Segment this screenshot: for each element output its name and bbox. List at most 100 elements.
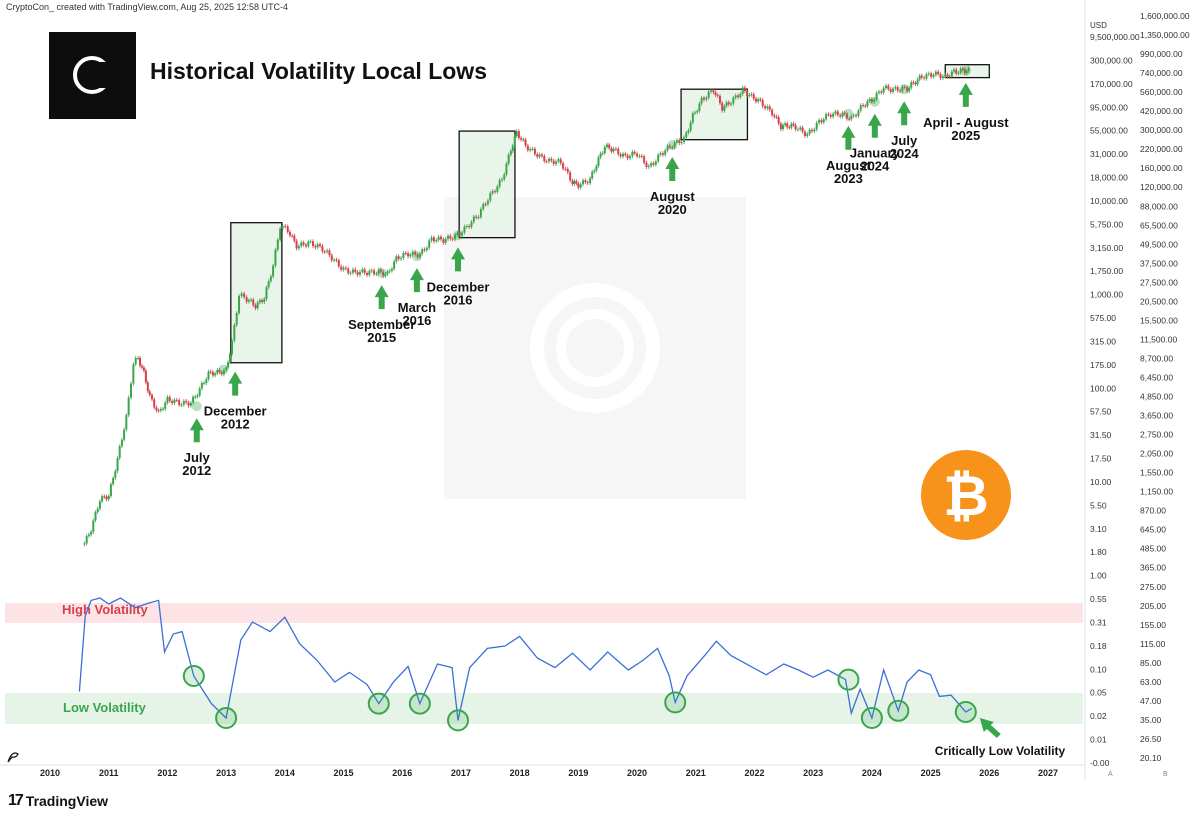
- price-candle: [896, 87, 899, 91]
- price-candle: [603, 146, 606, 154]
- annotation-label: 2016: [402, 313, 431, 328]
- price-candle: [932, 74, 935, 77]
- price-candle: [815, 122, 818, 130]
- price-candle: [522, 139, 525, 141]
- price-candle: [297, 246, 300, 249]
- price-axis-right-label: 20,500.00: [1140, 296, 1178, 306]
- price-candle: [788, 127, 791, 129]
- volatility-low-marker: [367, 692, 390, 715]
- price-candle: [555, 161, 558, 164]
- axis-corner-b: B: [1163, 771, 1168, 778]
- price-axis-left-label: 300,000.00: [1090, 55, 1133, 65]
- price-axis-right-label: 155.00: [1140, 620, 1166, 630]
- price-candle: [472, 216, 475, 222]
- price-candle: [144, 370, 147, 383]
- price-candle: [402, 253, 405, 258]
- price-candle: [925, 74, 928, 79]
- price-candle: [818, 120, 821, 123]
- price-axis-left-label: 0.55: [1090, 594, 1107, 604]
- price-candle: [245, 297, 248, 302]
- price-axis-right-label: 1,150.00: [1140, 487, 1173, 497]
- price-candle: [832, 113, 835, 117]
- price-candle: [716, 95, 719, 97]
- price-candle: [948, 76, 951, 78]
- x-tick-label: 2026: [979, 768, 999, 778]
- price-axis-left-label: 3.10: [1090, 524, 1107, 534]
- x-tick-label: 2013: [216, 768, 236, 778]
- price-candle: [207, 371, 210, 380]
- price-candle: [959, 68, 962, 73]
- price-candle: [267, 281, 270, 288]
- price-candle: [702, 97, 705, 100]
- price-candle: [463, 226, 466, 233]
- price-candle: [328, 250, 331, 256]
- price-candle: [855, 115, 858, 117]
- price-candle: [486, 200, 489, 205]
- price-axis-right-label: 65,500.00: [1140, 220, 1178, 230]
- price-candle: [468, 226, 471, 228]
- price-candle: [941, 76, 944, 79]
- price-axis-left-label: 0.18: [1090, 641, 1107, 651]
- volatility-low-marker: [447, 709, 470, 732]
- price-candle: [520, 138, 523, 140]
- price-axis-left-label: 170,000.00: [1090, 79, 1133, 89]
- price-candle: [390, 268, 393, 271]
- price-candle: [582, 180, 585, 185]
- price-axis-right-label: 115.00: [1140, 639, 1166, 649]
- cryptocon-logo-gap: [98, 62, 112, 88]
- x-tick-label: 2014: [275, 768, 295, 778]
- bitcoin-icon: ₿: [943, 464, 989, 529]
- price-candle: [643, 156, 646, 163]
- price-candle: [920, 75, 923, 78]
- price-axis-right-label: 2,750.00: [1140, 430, 1173, 440]
- volatility-line: [78, 597, 973, 721]
- x-tick-label: 2020: [627, 768, 647, 778]
- price-candle: [447, 235, 450, 239]
- price-candle: [771, 109, 774, 116]
- price-axis-left-label: -0.00: [1090, 758, 1110, 768]
- price-candle: [626, 155, 629, 159]
- price-candle: [813, 129, 816, 132]
- price-axis-left-label: 55,000.00: [1090, 126, 1128, 136]
- price-candle: [957, 72, 960, 74]
- price-candle: [529, 148, 532, 151]
- volatility-low-marker: [860, 707, 883, 729]
- price-candle: [312, 241, 315, 246]
- price-axis-left-label: 10,000.00: [1090, 196, 1128, 206]
- price-candle: [200, 383, 203, 389]
- price-candle: [766, 106, 769, 109]
- price-candle: [409, 254, 412, 257]
- price-candle: [524, 139, 527, 146]
- x-tick-label: 2011: [99, 768, 119, 778]
- price-candle: [680, 142, 683, 144]
- price-candle: [608, 144, 611, 149]
- price-candle: [550, 158, 553, 161]
- price-axis-left-label: 0.01: [1090, 735, 1107, 745]
- price-candle: [140, 365, 143, 368]
- price-candle: [458, 232, 461, 236]
- price-candle: [734, 95, 737, 98]
- price-candle: [423, 249, 426, 251]
- annotation-arrow-icon: [409, 268, 424, 293]
- price-candle: [342, 267, 345, 270]
- tradingview-wordmark: TradingView: [25, 793, 109, 809]
- price-axis-right-label: 560,000.00: [1140, 87, 1183, 97]
- x-tick-label: 2012: [157, 768, 177, 778]
- price-candle: [705, 97, 708, 100]
- price-axis-right-label: 740,000.00: [1140, 68, 1183, 78]
- price-candle: [827, 114, 830, 116]
- price-candle: [363, 269, 366, 274]
- price-candle: [946, 74, 949, 77]
- price-candle: [511, 145, 514, 151]
- price-candle: [631, 151, 634, 157]
- price-axis-right-label: 63.00: [1140, 677, 1162, 687]
- price-candle: [721, 103, 724, 111]
- tradingview-logo[interactable]: 17 TradingView: [8, 792, 108, 810]
- x-tick-label: 2022: [744, 768, 764, 778]
- price-candle: [654, 161, 657, 165]
- watermark-logo-inner: [556, 309, 634, 387]
- price-axis-right-label: 870.00: [1140, 506, 1166, 516]
- annotation-arrow-icon: [841, 125, 856, 150]
